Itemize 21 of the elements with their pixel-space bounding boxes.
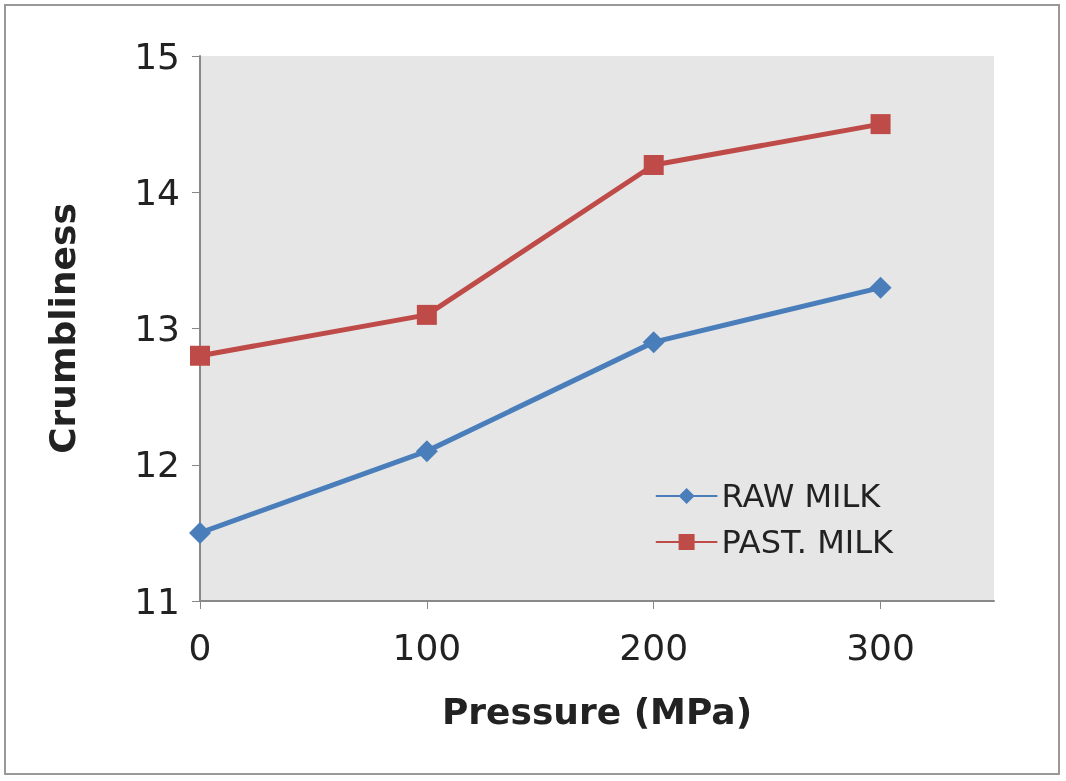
legend-label: PAST. MILK xyxy=(721,523,895,561)
x-tick-label: 0 xyxy=(188,626,212,668)
x-tick-label: 300 xyxy=(846,626,915,668)
y-tick-label: 13 xyxy=(134,308,180,349)
y-tick-label: 15 xyxy=(134,35,180,77)
y-tick-label: 12 xyxy=(134,444,180,486)
point xyxy=(416,304,437,325)
legend-label: RAW MILK xyxy=(721,477,882,515)
point xyxy=(643,155,664,175)
point xyxy=(870,114,891,135)
x-tick-label: 200 xyxy=(619,626,689,668)
x-axis-title: Pressure (MPa) xyxy=(441,690,753,732)
point xyxy=(642,331,665,354)
y-axis-title: Crumbliness xyxy=(41,203,83,454)
x-tick-label: 100 xyxy=(392,626,462,668)
point xyxy=(190,345,210,366)
point xyxy=(189,521,211,544)
y-tick-label: 14 xyxy=(134,171,180,213)
point xyxy=(869,276,892,299)
point xyxy=(415,440,438,463)
y-tick-label: 11 xyxy=(134,580,180,622)
